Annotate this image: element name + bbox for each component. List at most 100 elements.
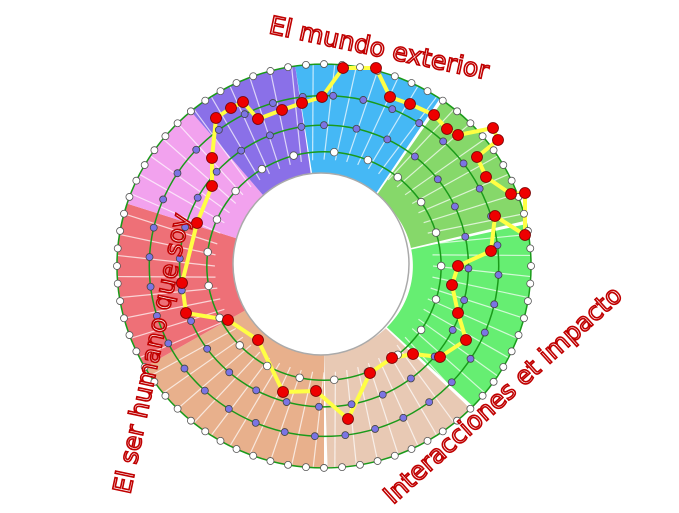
key-node [434, 351, 446, 363]
ring-node [410, 152, 419, 161]
spoke [193, 108, 252, 188]
key-node [252, 334, 264, 346]
key-node [206, 180, 218, 192]
outer-node [438, 96, 447, 105]
ring-node [159, 195, 168, 204]
ring-node [359, 96, 368, 104]
outer-node [478, 391, 487, 400]
spoke [430, 287, 525, 319]
inner-node [431, 295, 441, 304]
outer-node [140, 161, 149, 169]
ring-node [145, 253, 154, 261]
ring-node [173, 169, 182, 178]
outer-node [320, 464, 328, 472]
ring-node [240, 110, 249, 119]
outer-node [216, 87, 225, 96]
inner-node [235, 341, 244, 350]
outer-node [132, 176, 141, 185]
inner-node [289, 151, 298, 160]
key-node [176, 277, 188, 289]
outer-node [125, 193, 134, 201]
spoke [269, 70, 291, 165]
spoke [404, 138, 486, 196]
ring-node [347, 400, 356, 409]
outer-node [232, 79, 241, 87]
inner-node [257, 164, 267, 174]
ring-node [297, 122, 306, 131]
outer-node [466, 404, 475, 413]
key-node [519, 187, 531, 199]
spoke [210, 357, 270, 436]
ring-node [225, 368, 234, 377]
key-node [489, 210, 501, 222]
outer-node [161, 391, 170, 400]
outer-node [453, 416, 461, 425]
key-node [222, 314, 234, 326]
spoke [130, 193, 221, 234]
outer-node [113, 262, 121, 270]
outer-node [113, 279, 122, 288]
ring-node [448, 326, 457, 334]
outer-node [320, 60, 328, 68]
spoke [123, 298, 221, 319]
spoke [433, 265, 531, 278]
spoke [117, 254, 215, 267]
outer-node [489, 377, 498, 386]
spoke [291, 66, 302, 163]
inner-node [416, 325, 426, 335]
inner-node [231, 186, 240, 196]
outer-node [499, 363, 508, 371]
key-node [316, 91, 328, 103]
key-node [404, 98, 416, 110]
outer-node [373, 457, 382, 465]
node-layer [113, 60, 535, 472]
ring-node [464, 264, 473, 273]
key-node [519, 229, 531, 241]
inner-node [330, 375, 339, 385]
spoke [130, 308, 225, 339]
outer-node [125, 331, 134, 339]
spoke [123, 213, 218, 245]
key-node [210, 112, 222, 124]
spoke [229, 85, 271, 175]
outer-node [524, 297, 532, 305]
ring-node [187, 317, 195, 325]
ring-node [237, 146, 246, 155]
key-node [485, 245, 497, 257]
key-node [370, 62, 382, 74]
spoke [139, 173, 225, 224]
ring-node [439, 137, 448, 146]
key-node [277, 386, 289, 398]
spoke [291, 371, 314, 466]
sector [376, 100, 526, 248]
outer-node [390, 451, 399, 460]
outer-node [284, 63, 292, 72]
inner-node [431, 228, 441, 237]
outer-node [150, 146, 159, 155]
outer-node [216, 436, 225, 445]
inner-node [204, 281, 213, 291]
ring-node [493, 241, 502, 250]
outer-node [249, 72, 258, 81]
spoke [117, 275, 216, 278]
inner-node [436, 261, 446, 271]
key-node [384, 91, 396, 103]
ring-node [252, 386, 261, 395]
outer-node [120, 314, 128, 323]
ring-node [383, 135, 392, 144]
ring-node [164, 339, 173, 348]
ring-node [480, 328, 489, 337]
inner-node [212, 215, 222, 224]
outer-node [526, 244, 535, 253]
ring-node [460, 296, 469, 304]
ring-node [212, 167, 221, 176]
outer-node [232, 445, 241, 453]
outer-node [120, 209, 128, 218]
spoke [346, 70, 379, 163]
ring-node [181, 223, 190, 232]
key-node [296, 97, 308, 109]
key-node [452, 260, 464, 272]
spoke [357, 367, 379, 462]
spoke [162, 138, 237, 204]
